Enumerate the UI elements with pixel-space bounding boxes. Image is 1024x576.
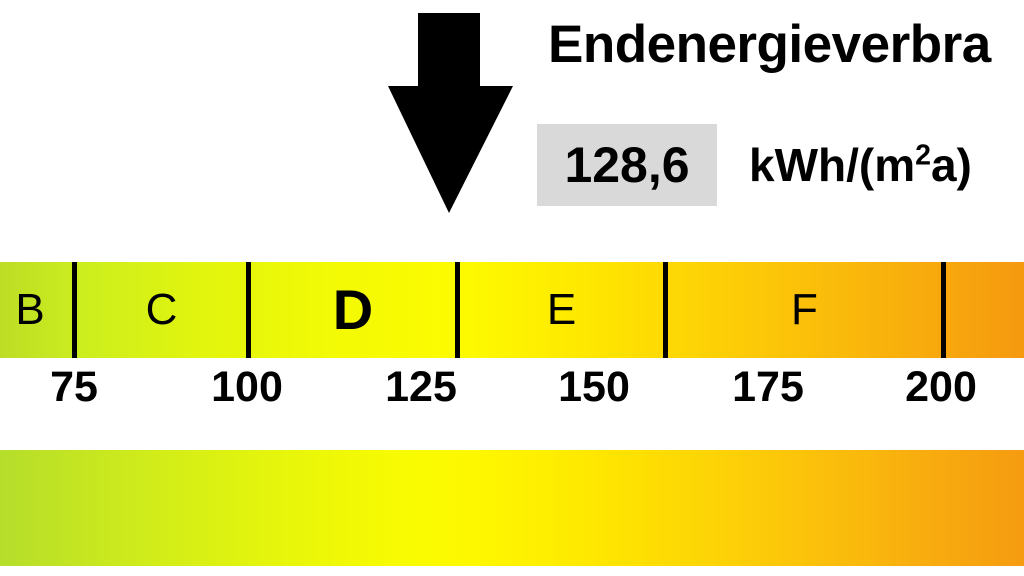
class-letter-b: B bbox=[15, 285, 45, 334]
value-box: 128,6 bbox=[537, 124, 717, 206]
tick-label-125: 125 bbox=[385, 363, 457, 411]
consumption-unit: kWh/(m2a) bbox=[749, 139, 972, 191]
down-arrow-icon bbox=[386, 12, 516, 216]
consumption-value: 128,6 bbox=[564, 137, 690, 193]
value-row: 128,6 kWh/(m2a) bbox=[537, 124, 972, 206]
class-letter-c: C bbox=[145, 285, 178, 334]
tick-label-100: 100 bbox=[211, 363, 283, 411]
unit-prefix: kWh/(m bbox=[749, 139, 916, 191]
scale-tick-labels: 75 100 125 150 175 200 bbox=[0, 366, 1024, 432]
class-divider bbox=[246, 262, 251, 358]
energy-gradient-bar bbox=[0, 450, 1024, 566]
page-title: Endenergieverbra bbox=[548, 15, 991, 74]
class-letter-f: F bbox=[791, 285, 818, 334]
class-divider bbox=[455, 262, 460, 358]
class-divider bbox=[663, 262, 668, 358]
class-divider bbox=[72, 262, 77, 358]
unit-superscript: 2 bbox=[915, 139, 931, 172]
tick-label-150: 150 bbox=[558, 363, 630, 411]
tick-label-75: 75 bbox=[50, 363, 98, 411]
class-letter-e: E bbox=[546, 285, 577, 334]
energy-class-band: B C D E F bbox=[0, 262, 1024, 358]
tick-label-200: 200 bbox=[905, 363, 977, 411]
class-divider bbox=[941, 262, 946, 358]
tick-label-175: 175 bbox=[732, 363, 804, 411]
unit-suffix: a) bbox=[930, 139, 972, 191]
class-letter-d: D bbox=[332, 278, 374, 341]
